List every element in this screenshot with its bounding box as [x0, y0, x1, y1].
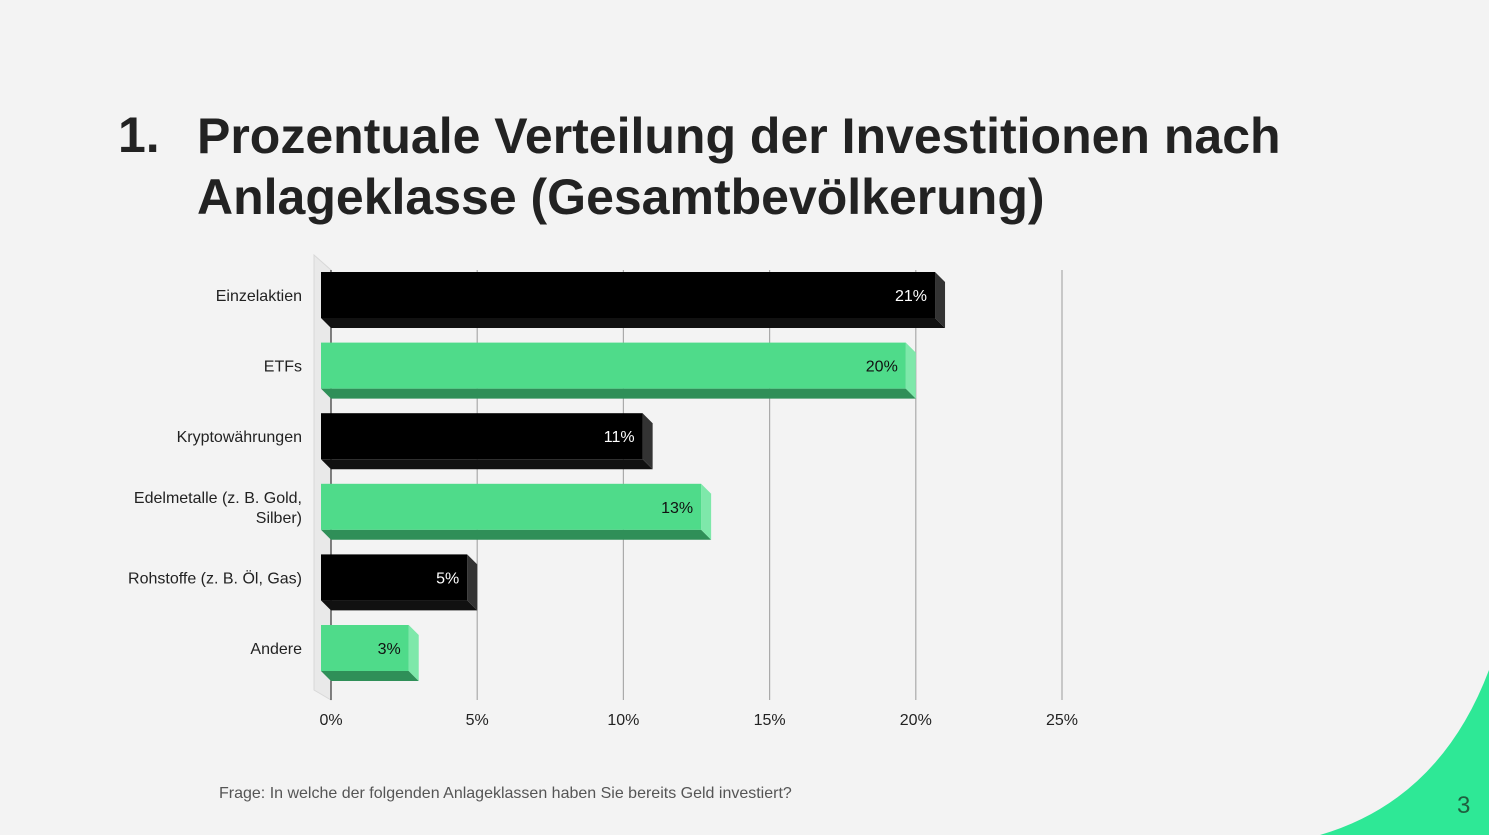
category-label: Edelmetalle (z. B. Gold,: [134, 490, 302, 507]
bar-bottom-face: [321, 600, 478, 611]
x-tick-label: 20%: [900, 712, 932, 729]
title-number: 1.: [118, 107, 160, 163]
category-label: Kryptowährungen: [177, 429, 302, 446]
bar: [321, 272, 936, 318]
data-label: 5%: [436, 570, 459, 587]
bar-side-face: [935, 272, 946, 328]
data-label: 11%: [604, 429, 635, 446]
category-label: Andere: [250, 641, 302, 658]
x-tick-label: 15%: [754, 712, 786, 729]
footnote: Frage: In welche der folgenden Anlagekla…: [219, 785, 792, 802]
x-tick-label: 0%: [319, 712, 342, 729]
bar-bottom-face: [321, 459, 653, 470]
data-label: 3%: [378, 641, 401, 658]
category-label: Rohstoffe (z. B. Öl, Gas): [128, 569, 302, 587]
bar-bottom-face: [321, 318, 946, 328]
bar: [321, 413, 643, 460]
data-label: 21%: [895, 288, 927, 305]
x-tick-label: 10%: [607, 712, 639, 729]
category-label: ETFs: [264, 359, 302, 376]
data-label: 20%: [866, 359, 898, 376]
data-label: 13%: [661, 500, 693, 517]
bar-bottom-face: [321, 671, 419, 681]
bar-bottom-face: [321, 388, 916, 399]
x-tick-label: 5%: [466, 712, 489, 729]
bar-side-face: [905, 342, 916, 399]
bar: [321, 342, 906, 389]
page-number: 3: [1457, 792, 1471, 819]
bar: [321, 483, 702, 530]
bar-side-face: [701, 483, 712, 540]
x-tick-label: 25%: [1046, 712, 1078, 729]
bar: [321, 554, 468, 601]
bar-side-face: [467, 554, 478, 611]
bar-side-face: [408, 625, 419, 681]
bar: [321, 625, 409, 671]
category-label: Einzelaktien: [216, 288, 302, 305]
bar-side-face: [642, 413, 653, 470]
bar-bottom-face: [321, 529, 712, 540]
corner-decoration: [1320, 670, 1489, 835]
category-label: Silber): [256, 510, 302, 527]
page-title: Prozentuale Verteilung der Investitionen…: [197, 108, 1281, 225]
